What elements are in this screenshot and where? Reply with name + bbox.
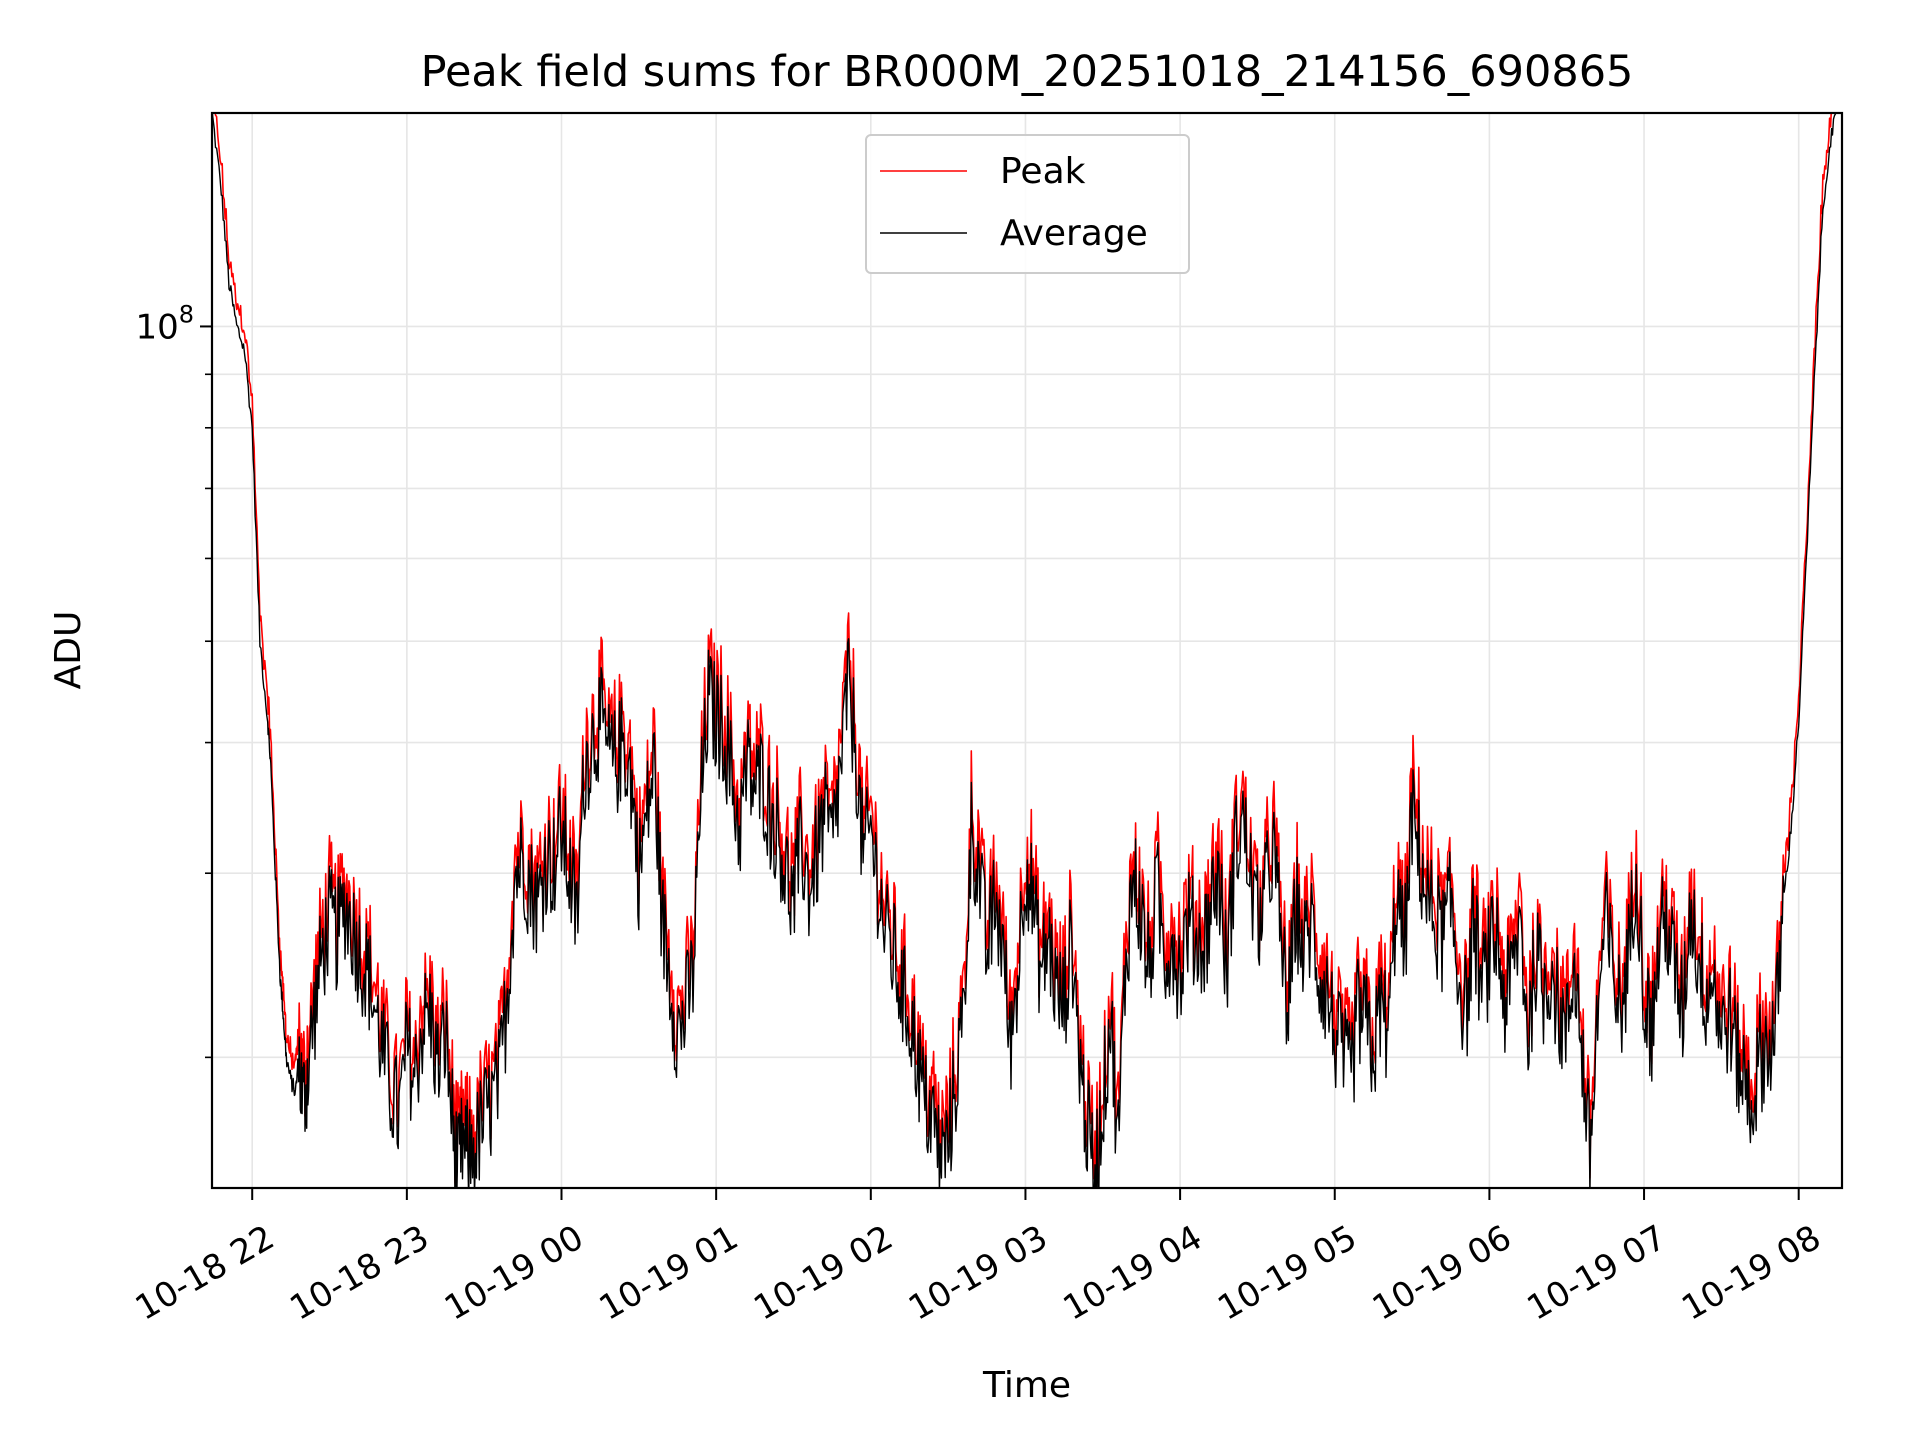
y-tick-label: 108	[135, 300, 194, 347]
grid-layer	[212, 113, 1842, 1188]
legend: Peak Average	[865, 134, 1190, 274]
legend-label-peak: Peak	[1000, 151, 1086, 192]
plot-frame	[210, 111, 1844, 1190]
average-series-line	[212, 113, 1838, 1188]
y-tick-label-exponent: 8	[179, 300, 194, 328]
y-tick-label-base: 10	[135, 307, 178, 347]
y-axis-title: ADU	[48, 611, 89, 690]
legend-box	[865, 134, 1190, 274]
chart-title: Peak field sums for BR000M_20251018_2141…	[421, 47, 1634, 97]
legend-label-average: Average	[1000, 213, 1148, 254]
x-axis-title: Time	[982, 1365, 1071, 1406]
series-layer	[212, 113, 1838, 1188]
